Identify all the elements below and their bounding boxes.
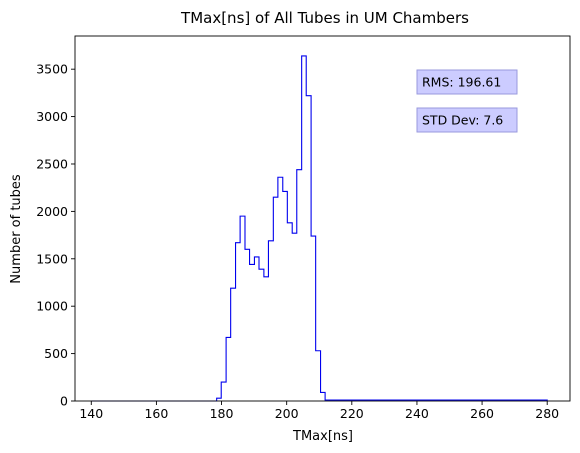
y-tick-label: 1500 [36,251,68,266]
y-tick-label: 2000 [36,204,68,219]
stats-text: RMS: 196.61 [422,75,501,90]
x-tick-label: 220 [340,406,364,421]
x-tick-label: 200 [275,406,299,421]
y-tick-label: 3500 [36,62,68,77]
y-tick-label: 500 [44,346,68,361]
x-tick-label: 160 [144,406,168,421]
x-tick-label: 240 [405,406,429,421]
chart-title: TMax[ns] of All Tubes in UM Chambers [180,9,469,27]
x-tick-label: 260 [470,406,494,421]
plot-area: 140 160 180 200 220 240 260 280 0 500 1000 1500 2000… [36,35,571,421]
x-axis-label: TMax[ns] [292,429,353,444]
y-tick-label: 2500 [36,156,68,171]
y-axis-label: Number of tubes [9,174,24,284]
y-tick-label: 0 [60,394,68,409]
axes-frame [74,35,571,402]
stats-box [416,107,518,133]
x-tick-label: 280 [535,406,559,421]
stats-box [416,69,518,95]
y-tick-label: 1000 [36,299,68,314]
histogram-outline [91,55,548,402]
x-tick-label: 140 [79,406,103,421]
stats-text: STD Dev: 7.6 [422,113,503,128]
y-tick-label: 3000 [36,109,68,124]
x-tick-label: 180 [210,406,234,421]
